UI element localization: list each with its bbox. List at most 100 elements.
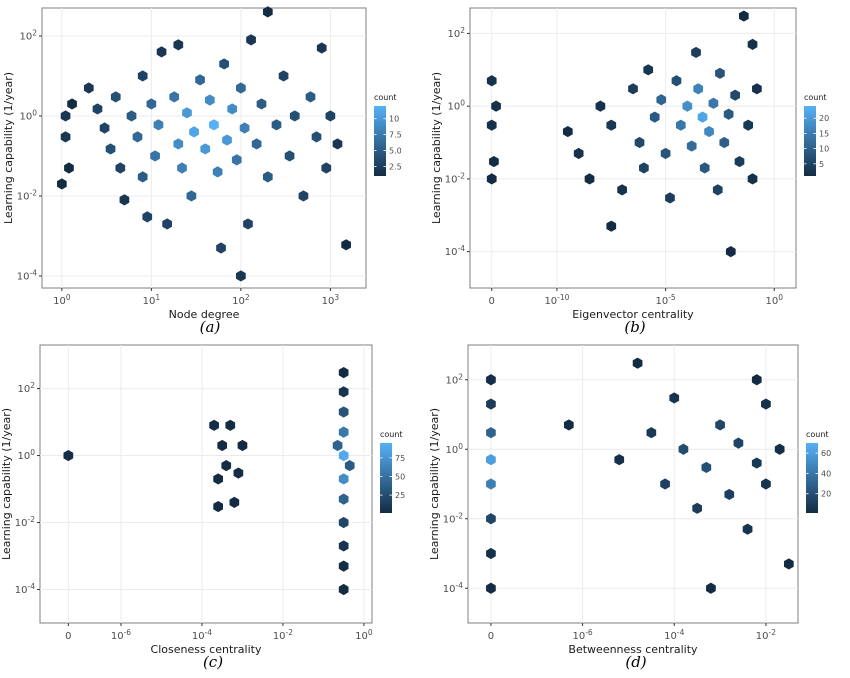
- y-axis-title: Learning capability (1/year): [2, 72, 15, 224]
- hex-cell: [747, 38, 758, 50]
- x-tick-label: 10-2: [273, 628, 293, 642]
- hex-cell: [219, 58, 229, 70]
- legend-tick-label: 25: [395, 491, 405, 500]
- hex-cell: [110, 91, 121, 103]
- hex-cell: [338, 366, 349, 379]
- hex-cell: [628, 83, 638, 95]
- hex-cell: [665, 192, 675, 204]
- hex-cell: [338, 583, 349, 596]
- x-tick-label: 103: [322, 293, 340, 307]
- hex-cell: [150, 150, 160, 162]
- hex-cell: [606, 220, 617, 232]
- hex-cell: [156, 46, 167, 58]
- hex-cell: [63, 449, 74, 462]
- x-axis-title: Eigenvector centrality: [572, 308, 694, 321]
- hex-cell: [751, 374, 762, 386]
- hex-cell: [212, 166, 223, 178]
- hex-cell: [706, 582, 716, 594]
- hex-cell: [701, 461, 712, 474]
- hex-cell: [262, 171, 273, 183]
- x-tick-label: 100: [355, 628, 373, 642]
- hex-cell: [682, 100, 693, 112]
- hex-cell: [115, 162, 126, 174]
- hex-cell: [595, 100, 606, 112]
- hex-cell: [338, 386, 349, 398]
- hex-cell: [338, 406, 349, 418]
- hex-cell: [105, 143, 116, 155]
- legend-title: count: [374, 93, 397, 102]
- hex-cell: [646, 427, 657, 439]
- legend-tick-label: 10: [389, 115, 399, 124]
- hex-cell: [486, 478, 496, 490]
- x-axis-title: Betweenness centrality: [568, 643, 698, 656]
- hex-cell: [691, 46, 701, 59]
- hex-cell: [338, 540, 349, 552]
- hex-cell: [761, 478, 771, 490]
- y-tick-label: 100: [19, 108, 37, 122]
- hex-cell: [227, 103, 238, 115]
- hex-cell: [634, 136, 645, 149]
- hex-cell: [305, 91, 316, 103]
- hex-cell: [99, 122, 110, 134]
- legend-tick-label: 40: [821, 469, 831, 478]
- hex-cell: [774, 443, 785, 455]
- hex-cell: [563, 419, 574, 431]
- hex-cell: [142, 211, 153, 223]
- hex-cell: [719, 136, 730, 149]
- hex-cell: [486, 454, 496, 466]
- hex-cell: [216, 242, 226, 254]
- x-axis-title: Node degree: [169, 308, 240, 321]
- x-tick-label: 10-4: [192, 628, 212, 642]
- plot-area-c: [39, 344, 373, 624]
- hex-cell: [92, 103, 103, 115]
- hex-cell: [643, 64, 654, 76]
- hex-cell: [669, 392, 680, 404]
- hex-cell: [321, 162, 332, 174]
- hex-cell: [60, 110, 71, 122]
- x-tick-label: 102: [232, 293, 250, 307]
- hex-cell: [311, 131, 322, 143]
- y-tick-label: 10-4: [15, 582, 35, 596]
- hex-cell: [747, 173, 758, 185]
- x-tick-label: 0: [65, 631, 71, 642]
- hex-cell: [660, 478, 670, 490]
- hex-cell: [137, 70, 148, 82]
- y-tick-label: 10-2: [15, 515, 35, 529]
- hex-cell: [67, 98, 77, 110]
- hex-cell: [678, 443, 689, 455]
- hex-cell: [119, 194, 130, 206]
- hex-cell: [660, 147, 671, 160]
- hex-cell: [182, 107, 192, 119]
- hex-cell: [715, 419, 725, 431]
- hex-cell: [730, 89, 740, 101]
- x-tick-label: 10-10: [544, 293, 569, 307]
- hex-cell: [743, 119, 754, 131]
- hex-cell: [222, 134, 232, 146]
- hex-cell: [57, 178, 67, 190]
- hex-cell: [486, 374, 496, 386]
- hex-cell: [316, 42, 327, 54]
- hex-cell: [236, 270, 246, 282]
- hex-cell: [715, 67, 725, 79]
- hex-cell: [229, 496, 240, 508]
- y-tick-label: 102: [445, 372, 463, 386]
- hex-cell: [712, 184, 723, 196]
- y-tick-label: 100: [17, 448, 35, 462]
- hex-cell: [649, 111, 660, 123]
- hex-cell: [656, 94, 667, 106]
- panel-caption: (d): [625, 653, 646, 671]
- hex-cell: [725, 246, 736, 258]
- hex-cell: [231, 154, 242, 166]
- hex-cell: [699, 162, 710, 174]
- hex-cell: [209, 119, 219, 131]
- hex-cell: [200, 143, 211, 155]
- legend-colorbar: [374, 106, 386, 176]
- hex-cell: [751, 457, 762, 469]
- hex-cell: [562, 125, 573, 138]
- y-tick-label: 10-2: [443, 511, 463, 525]
- y-tick-label: 102: [447, 26, 465, 40]
- hex-cell: [189, 126, 199, 138]
- hex-cell: [289, 110, 300, 122]
- x-tick-label: 0: [488, 631, 494, 642]
